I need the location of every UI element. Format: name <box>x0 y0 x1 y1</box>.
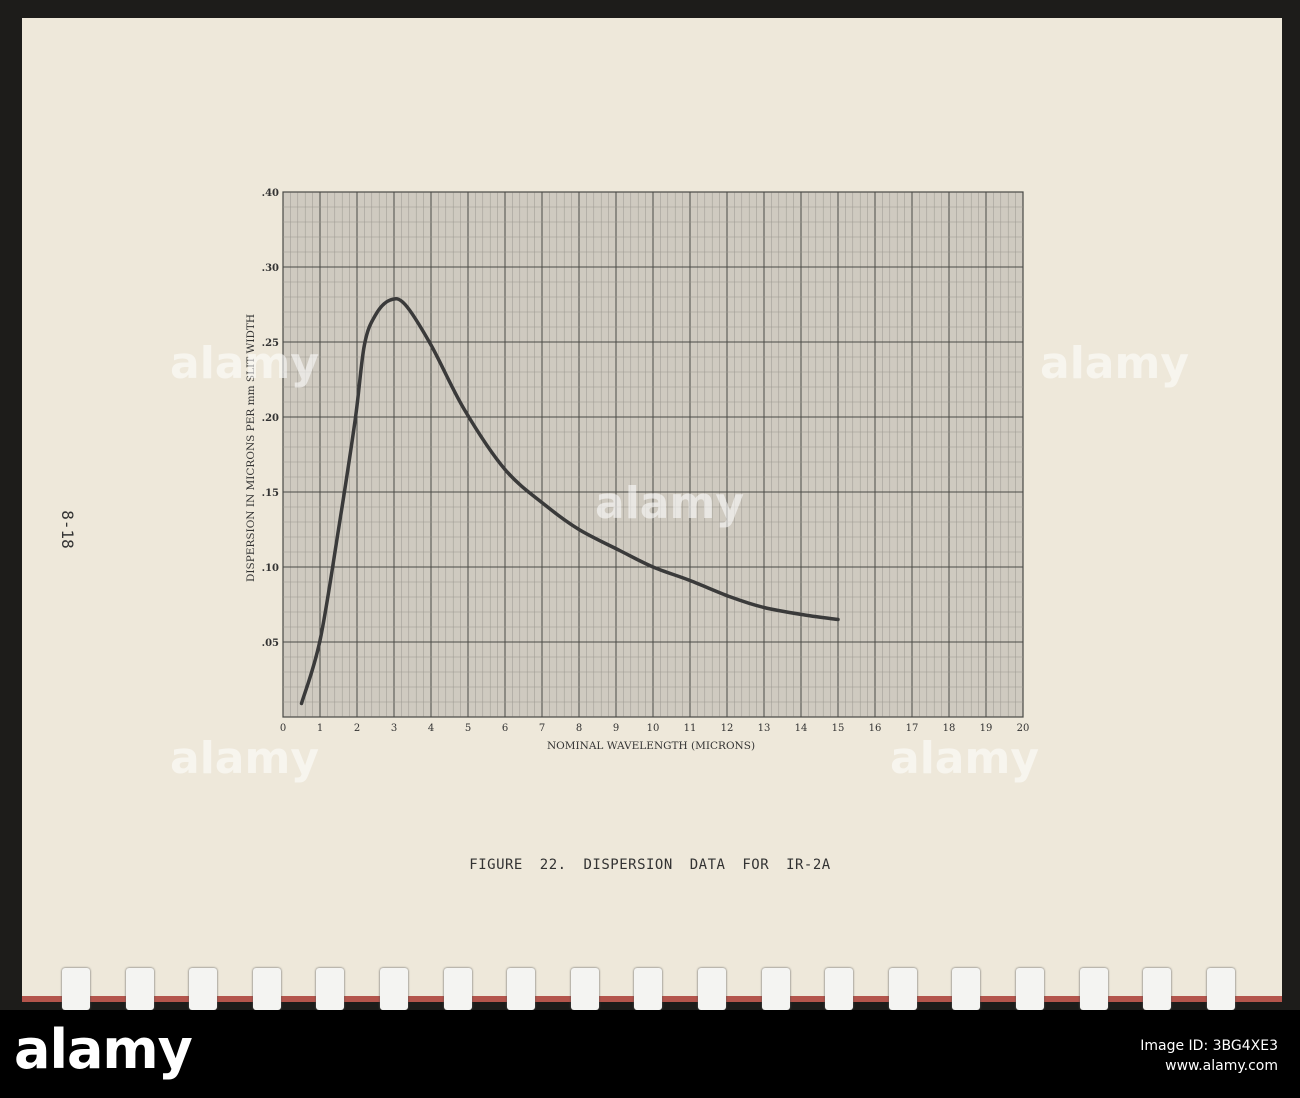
x-tick-label: 7 <box>539 723 545 734</box>
x-tick-label: 1 <box>317 723 323 734</box>
x-tick-label: 15 <box>832 723 845 734</box>
watermark-text: alamy <box>890 733 1039 784</box>
binding-ring <box>252 968 281 1010</box>
binding-ring <box>570 968 599 1010</box>
x-tick-label: 8 <box>576 723 582 734</box>
binding-ring <box>761 968 790 1010</box>
y-tick-label: .20 <box>262 413 279 424</box>
binding-ring <box>189 968 218 1010</box>
x-tick-label: 19 <box>980 723 993 734</box>
x-tick-label: 20 <box>1017 723 1030 734</box>
x-tick-label: 12 <box>721 723 734 734</box>
x-tick-label: 16 <box>869 723 882 734</box>
alamy-logo: alamy <box>14 1018 193 1081</box>
y-tick-label: .25 <box>262 338 279 349</box>
x-tick-label: 13 <box>758 723 771 734</box>
figure-caption: FIGURE 22. DISPERSION DATA FOR IR-2A <box>469 857 831 873</box>
y-tick-label: .15 <box>262 488 279 499</box>
y-axis-label: DISPERSION IN MICRONS PER mm SLIT WIDTH <box>245 314 257 582</box>
x-axis-ticks: 0 1 2 3 4 5 6 7 8 9 10 11 12 13 14 15 16 17 18 19 20 <box>280 723 1030 734</box>
binding-ring <box>888 968 917 1010</box>
binding-ring <box>1016 968 1044 1010</box>
x-tick-label: 4 <box>428 723 434 734</box>
binding-ring <box>62 968 90 1010</box>
image-id: Image ID: 3BG4XE3 <box>1140 1038 1278 1054</box>
binding-ring <box>125 968 154 1010</box>
watermark-text: alamy <box>170 338 319 389</box>
binding-ring <box>507 968 536 1010</box>
binding-ring <box>825 968 854 1010</box>
x-tick-label: 11 <box>684 723 697 734</box>
watermark-text: alamy <box>1040 338 1189 389</box>
y-tick-label: .30 <box>262 263 279 274</box>
watermark-text: alamy <box>170 733 319 784</box>
series-line-dispersion <box>299 296 840 706</box>
y-axis-ticks: .05 .10 .15 .20 .25 .30 .40 <box>262 188 279 649</box>
x-tick-label: 3 <box>391 723 397 734</box>
image-info: Image ID: 3BG4XE3 www.alamy.com <box>1140 1036 1278 1076</box>
x-tick-label: 0 <box>280 723 286 734</box>
x-tick-label: 10 <box>647 723 660 734</box>
binding-ring <box>380 968 408 1010</box>
y-tick-label: .40 <box>262 188 279 199</box>
page-number: 8-18 <box>57 510 77 549</box>
x-tick-label: 2 <box>354 723 360 734</box>
x-tick-label: 9 <box>613 723 619 734</box>
binding-ring <box>1206 968 1235 1010</box>
watermark-footer: alamy Image ID: 3BG4XE3 www.alamy.com <box>0 1010 1300 1098</box>
y-tick-label: .10 <box>262 563 279 574</box>
x-tick-label: 14 <box>795 723 808 734</box>
x-tick-label: 18 <box>943 723 956 734</box>
binding-ring <box>443 968 472 1010</box>
binding-ring <box>1079 968 1108 1010</box>
chart-grid <box>282 191 1024 718</box>
watermark-text: alamy <box>595 478 744 529</box>
x-tick-label: 5 <box>465 723 471 734</box>
binding-ring <box>634 968 663 1010</box>
binding-ring <box>698 968 726 1010</box>
binding-ring <box>316 968 345 1010</box>
x-tick-label: 6 <box>502 723 508 734</box>
y-tick-label: .05 <box>262 638 279 649</box>
x-tick-label: 17 <box>906 723 919 734</box>
binding-ring <box>952 968 981 1010</box>
image-url: www.alamy.com <box>1165 1058 1278 1074</box>
binding-ring <box>1143 968 1172 1010</box>
x-axis-label: NOMINAL WAVELENGTH (MICRONS) <box>547 740 755 752</box>
